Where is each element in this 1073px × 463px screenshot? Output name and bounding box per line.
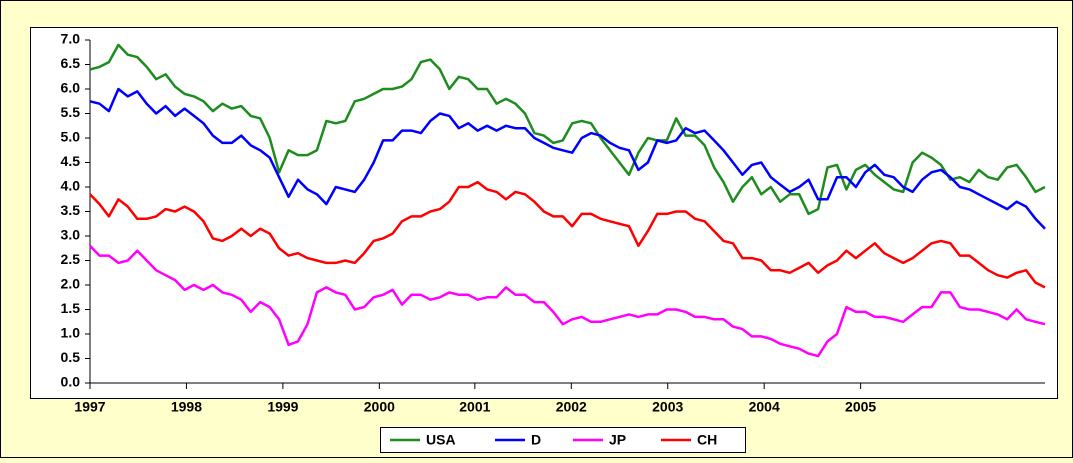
legend-label: D	[531, 432, 541, 448]
series-line	[89, 43, 1046, 216]
y-tick-label: 3.5	[61, 202, 81, 218]
series-line	[89, 244, 1046, 358]
y-tick-label: 4.5	[61, 153, 81, 169]
y-tick-label: 1.5	[61, 300, 81, 316]
legend-label: USA	[426, 432, 456, 448]
x-tick-label: 2005	[845, 399, 876, 415]
y-tick-label: 4.0	[61, 178, 81, 194]
series-line	[89, 180, 1046, 289]
y-tick-label: 3.0	[61, 227, 81, 243]
legend-label: JP	[609, 432, 626, 448]
y-tick-label: 0.0	[61, 374, 81, 390]
y-tick-label: 0.5	[61, 349, 81, 365]
y-tick-label: 6.5	[61, 55, 81, 71]
x-tick-label: 2000	[364, 399, 395, 415]
y-tick-label: 5.0	[61, 129, 81, 145]
x-tick-label: 2002	[556, 399, 587, 415]
x-tick-label: 1999	[267, 399, 298, 415]
x-tick-label: 1998	[171, 399, 202, 415]
x-tick-label: 2004	[749, 399, 780, 415]
plot-frame	[30, 27, 1058, 399]
legend-label: CH	[697, 432, 717, 448]
y-tick-label: 2.5	[61, 251, 81, 267]
y-tick-label: 2.0	[61, 276, 81, 292]
x-tick-label: 1997	[74, 399, 105, 415]
x-tick-label: 2001	[459, 399, 490, 415]
y-tick-label: 6.0	[61, 80, 81, 96]
series-line	[89, 87, 1046, 230]
y-tick-label: 5.5	[61, 104, 81, 120]
y-tick-label: 7.0	[61, 31, 81, 47]
x-tick-label: 2003	[652, 399, 683, 415]
y-tick-label: 1.0	[61, 325, 81, 341]
